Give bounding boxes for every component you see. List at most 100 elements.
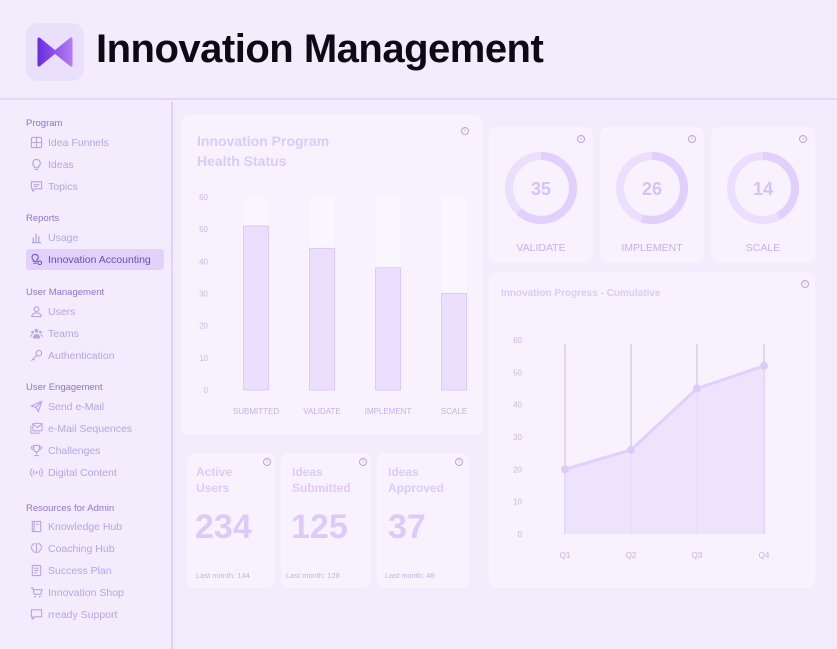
x-tick-label: Q1 bbox=[560, 551, 571, 560]
kpi-last-month: Last month: 144 bbox=[196, 571, 250, 580]
health-status-title-line1: Innovation Program bbox=[197, 133, 330, 149]
sidebar-item-label: Innovation Shop bbox=[48, 586, 124, 599]
y-tick-label: 10 bbox=[199, 354, 208, 363]
sidebar-item-label: Usage bbox=[48, 231, 79, 244]
lightbulb-icon bbox=[32, 158, 41, 171]
section-title-reports: Reports bbox=[26, 213, 60, 224]
x-tick-label: IMPLEMENT bbox=[365, 407, 412, 416]
section-title-user-management: User Management bbox=[26, 287, 105, 298]
sidebar-item-label: Challenges bbox=[48, 444, 101, 457]
sidebar-item-ideas[interactable]: Ideas bbox=[26, 154, 74, 175]
grid-icon bbox=[30, 136, 43, 149]
gauge-label: VALIDATE bbox=[516, 242, 565, 254]
info-icon[interactable]: i bbox=[263, 458, 271, 466]
sidebar-item-label: Coaching Hub bbox=[48, 542, 115, 555]
kpi-card-active-users: Active Users i 234 Last month: 144 bbox=[187, 453, 275, 588]
sidebar-item-innovation-accounting[interactable]: Innovation Accounting bbox=[26, 249, 164, 270]
y-tick-label: 50 bbox=[513, 368, 522, 377]
gauge-implement: 26 IMPLEMENT bbox=[616, 152, 689, 254]
gauge-arc bbox=[516, 152, 577, 224]
kpi-last-month: Last month: 128 bbox=[286, 571, 340, 580]
x-tick-label: SCALE bbox=[441, 407, 467, 416]
sidebar-item-label: Send e-Mail bbox=[48, 400, 105, 413]
health-bar-chart: 0 10 20 30 40 50 60 SUBMITTED VALIDATE IMPLEMENT S… bbox=[199, 193, 467, 416]
bar bbox=[243, 225, 269, 391]
sidebar-item-label: Idea Funnels bbox=[48, 136, 109, 149]
gauge-validate: 35 VALIDATE bbox=[505, 152, 577, 254]
info-icon[interactable]: i bbox=[799, 135, 807, 143]
sidebar-item-knowledge-hub[interactable]: Knowledge Hub bbox=[26, 516, 122, 537]
trophy-icon bbox=[30, 444, 43, 457]
sidebar-item-label: Knowledge Hub bbox=[48, 520, 123, 533]
info-icon[interactable]: i bbox=[455, 458, 463, 466]
sidebar-item-idea-funnels[interactable]: Idea Funnels bbox=[26, 132, 109, 153]
kpi-title-line2: Users bbox=[196, 481, 230, 495]
sidebar-item-rready-support[interactable]: rready Support bbox=[26, 604, 117, 625]
document-icon bbox=[31, 564, 42, 577]
info-icon[interactable]: i bbox=[688, 135, 696, 143]
health-status-title-line2: Health Status bbox=[197, 153, 287, 169]
sidebar-item-usage[interactable]: Usage bbox=[26, 227, 78, 248]
sidebar-item-label: Ideas bbox=[48, 158, 74, 171]
bar-chart-icon bbox=[31, 233, 42, 244]
sidebar-item-teams[interactable]: Teams bbox=[26, 323, 79, 344]
sidebar-item-users[interactable]: Users bbox=[26, 301, 75, 322]
sidebar-item-label: rready Support bbox=[48, 608, 118, 621]
key-icon bbox=[30, 349, 43, 362]
sidebar-item-label: Users bbox=[48, 305, 76, 318]
kpi-card-ideas-submitted: Ideas Submitted i 125 Last month: 128 bbox=[281, 453, 371, 588]
cart-icon bbox=[30, 587, 43, 598]
kpi-title: Active Users bbox=[196, 464, 232, 496]
sidebar-item-topics[interactable]: Topics bbox=[26, 176, 78, 197]
kpi-card-ideas-approved: Ideas Approved i 37 Last month: 48 bbox=[377, 453, 469, 588]
settings-bulb-icon bbox=[31, 253, 43, 266]
data-point bbox=[627, 445, 635, 454]
gauge-label: IMPLEMENT bbox=[621, 242, 683, 254]
sidebar-item-label: e-Mail Sequences bbox=[48, 422, 133, 435]
health-status-card: Innovation Program Health Status i 0 10 20… bbox=[181, 115, 483, 435]
gauge-scale: 14 SCALE bbox=[727, 152, 799, 254]
y-tick-label: 60 bbox=[199, 193, 208, 202]
y-tick-label: 20 bbox=[199, 322, 208, 331]
sidebar-item-email-sequences[interactable]: e-Mail Sequences bbox=[26, 418, 132, 439]
sidebar-item-challenges[interactable]: Challenges bbox=[26, 440, 101, 461]
data-point bbox=[760, 361, 768, 370]
area-fill bbox=[565, 365, 764, 534]
sidebar-item-innovation-shop[interactable]: Innovation Shop bbox=[26, 582, 124, 603]
gauge-label: SCALE bbox=[746, 242, 780, 254]
section-title-resources: Resources for Admin bbox=[26, 503, 115, 514]
sidebar-item-label: Success Plan bbox=[48, 564, 112, 577]
sidebar-item-send-email[interactable]: Send e-Mail bbox=[26, 396, 104, 417]
series-line bbox=[564, 364, 765, 471]
x-tick-label: Q2 bbox=[626, 551, 637, 560]
bar bbox=[441, 293, 467, 391]
health-status-title: Innovation Program Health Status bbox=[197, 131, 329, 171]
sidebar: Program Idea Funnels Ideas Topics Report… bbox=[0, 102, 173, 649]
info-icon[interactable]: i bbox=[801, 280, 809, 288]
sidebar-item-digital-content[interactable]: Digital Content bbox=[26, 462, 117, 483]
x-tick-label: Q4 bbox=[759, 551, 770, 560]
gauge-value: 26 bbox=[642, 179, 662, 199]
kpi-title-line1: Active bbox=[196, 465, 233, 479]
gauge-arc bbox=[640, 152, 689, 224]
kpi-title-line1: Ideas bbox=[388, 465, 419, 479]
y-tick-label: 30 bbox=[513, 433, 522, 442]
progress-card: Innovation Progress - Cumulative i 0 10 20… bbox=[489, 272, 815, 588]
sidebar-item-label: Authentication bbox=[48, 349, 115, 362]
y-tick-label: 40 bbox=[513, 401, 522, 410]
user-icon bbox=[31, 306, 42, 318]
info-icon[interactable]: i bbox=[461, 127, 469, 135]
info-icon[interactable]: i bbox=[577, 135, 585, 143]
send-icon bbox=[30, 400, 43, 413]
broadcast-icon bbox=[30, 467, 43, 478]
info-icon[interactable]: i bbox=[359, 458, 367, 466]
sidebar-item-label: Teams bbox=[48, 327, 79, 340]
sidebar-item-success-plan[interactable]: Success Plan bbox=[26, 560, 112, 581]
x-tick-label: VALIDATE bbox=[303, 407, 341, 416]
sidebar-item-label: Topics bbox=[48, 180, 78, 193]
bowtie-logo-icon[interactable] bbox=[26, 23, 84, 81]
sidebar-item-authentication[interactable]: Authentication bbox=[26, 345, 115, 366]
sidebar-item-label: Innovation Accounting bbox=[48, 253, 151, 266]
sidebar-item-coaching-hub[interactable]: Coaching Hub bbox=[26, 538, 115, 559]
gauge-card-scale: i 14 SCALE bbox=[711, 127, 815, 263]
